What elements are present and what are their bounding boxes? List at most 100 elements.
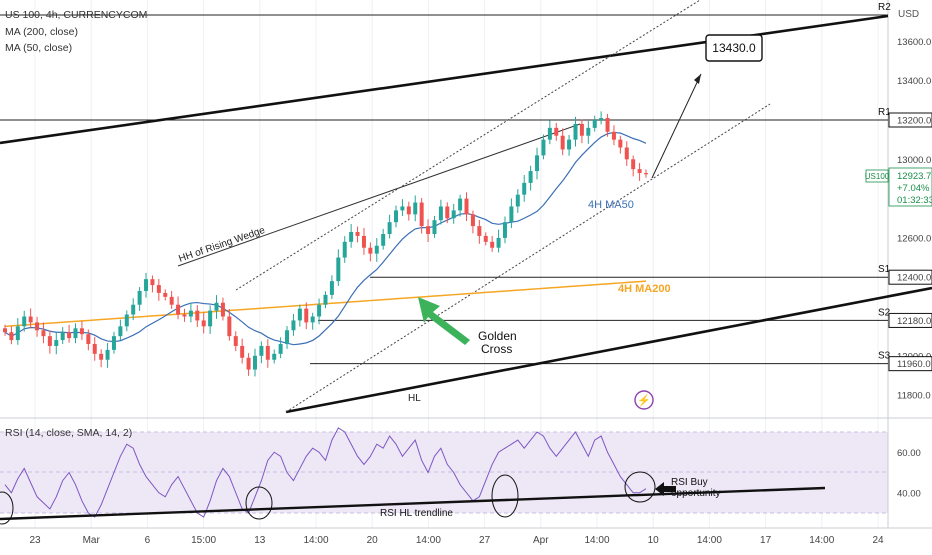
candle-body: [323, 294, 328, 305]
lightning-icon[interactable]: [634, 390, 654, 410]
level-label-r1: R1: [878, 107, 891, 118]
candle-body: [9, 332, 14, 341]
candle-body: [579, 123, 584, 136]
candle-body: [374, 245, 379, 254]
hl-label: HL: [408, 393, 421, 404]
lightning-glyph: ⚡: [637, 394, 651, 407]
candle-body: [560, 135, 565, 150]
candle-body: [477, 226, 482, 236]
candle-body: [310, 316, 315, 323]
candle-body: [502, 222, 507, 238]
candle-body: [637, 169, 642, 174]
price-tick-label: 13600.0: [897, 37, 931, 48]
candle-body: [381, 233, 386, 246]
candle-body: [368, 247, 373, 254]
projection-arrowhead: [694, 74, 701, 84]
candle-body: [163, 292, 168, 297]
candle-body: [317, 304, 322, 317]
candle-body: [195, 310, 200, 321]
last-price-tag: [888, 167, 932, 207]
candle-body: [188, 310, 193, 317]
candle-body: [47, 336, 52, 346]
target-box[interactable]: [705, 34, 763, 62]
price-tick-label: 13400.0: [897, 76, 931, 87]
time-tick-label: 14:00: [697, 535, 722, 546]
bar-countdown: 01:32:33: [897, 195, 932, 206]
candle-body: [426, 226, 431, 234]
candle-body: [272, 353, 277, 360]
candle-body: [329, 281, 334, 295]
target-label: 13430.0: [712, 41, 756, 55]
candle-body: [246, 357, 251, 370]
price-tick-label: 11800.0: [897, 391, 931, 402]
time-tick-label: 15:00: [191, 535, 216, 546]
candle-body: [342, 241, 347, 258]
support-resistance-levels: R2 R1 S1 S2 S3: [0, 2, 891, 365]
candle-body: [252, 355, 257, 370]
candle-body: [150, 279, 155, 286]
rsi-tick-label: 60.00: [897, 448, 921, 459]
symbol-tag-label: US100: [865, 172, 890, 181]
candle-body: [592, 120, 597, 128]
candle-body: [413, 202, 418, 215]
candle-body: [156, 285, 161, 293]
candle-body: [297, 308, 302, 321]
candle-body: [541, 139, 546, 156]
candle-body: [355, 232, 360, 236]
candle-body: [394, 210, 399, 223]
price-tick-label: 12180.0: [897, 316, 931, 327]
rsi-axis: 60.00 40.00: [897, 448, 921, 500]
candle-body: [111, 336, 116, 350]
ma50-legend[interactable]: MA (50, close): [5, 42, 72, 54]
rsi-low-circle-3: [491, 474, 519, 518]
hh-trendline: [177, 123, 581, 267]
candle-body: [41, 330, 46, 337]
candle-body: [3, 328, 7, 333]
rsi-low-circle-2: [245, 486, 273, 520]
candle-body: [131, 304, 136, 315]
rsi-low-circle-1: [0, 491, 14, 525]
level-label-r2: R2: [878, 2, 891, 13]
symbol-title[interactable]: US 100, 4h, CURRENCYCOM: [5, 9, 147, 21]
golden-cross-line-2: Cross: [481, 342, 512, 356]
candle-body: [515, 194, 520, 207]
candle-body: [554, 127, 559, 136]
level-price-box: [888, 112, 932, 128]
price-tick-label: 12600.0: [897, 233, 931, 244]
candle-body: [214, 302, 219, 311]
candle-body: [438, 206, 443, 221]
rsi-low-circle-4: [624, 471, 656, 503]
candle-body: [176, 304, 181, 315]
time-tick-label: 14:00: [303, 535, 328, 546]
candle-body: [182, 314, 187, 317]
ma200-chart-label: 4H MA200: [618, 283, 671, 295]
candle-body: [400, 206, 405, 211]
candle-body: [496, 237, 501, 248]
time-tick-label: 6: [145, 535, 151, 546]
candle-body: [291, 320, 296, 331]
candle-body: [73, 328, 78, 339]
candle-body: [599, 118, 604, 120]
level-label-s2: S2: [878, 307, 891, 318]
time-tick-label: 20: [367, 535, 379, 546]
rsi-tick-label: 40.00: [897, 488, 921, 499]
time-tick-label: 17: [760, 535, 772, 546]
projection-arrow: [651, 73, 702, 179]
candle-body: [28, 316, 33, 323]
candle-body: [233, 336, 238, 346]
candle-body: [451, 210, 456, 219]
golden-cross-label: Golden Cross: [478, 329, 520, 356]
candle-body: [464, 198, 469, 215]
rsi-title[interactable]: RSI (14, close, SMA, 14, 2): [5, 427, 132, 439]
candle-body: [220, 302, 225, 317]
time-tick-label: 14:00: [416, 535, 441, 546]
candle-body: [124, 314, 129, 327]
candles: [3, 111, 648, 377]
time-axis[interactable]: 23 Mar 6 15:00 13 14:00 20 14:00 27 Apr 14:00 10 14:…: [29, 535, 884, 546]
ma200-legend[interactable]: MA (200, close): [5, 26, 78, 38]
rsi-line: [4, 427, 647, 518]
level-label-s1: S1: [878, 264, 891, 275]
candle-body: [60, 332, 65, 341]
ma50-chart-label: 4H MA50: [588, 199, 634, 211]
